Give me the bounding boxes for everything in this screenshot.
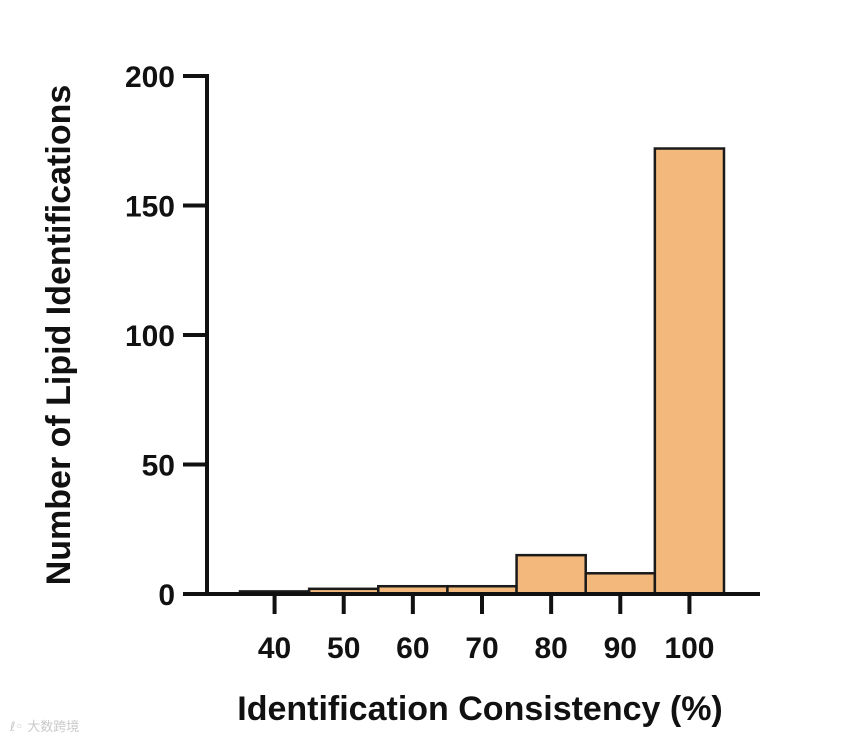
watermark: ℓ◦ 大数跨境 — [10, 716, 79, 735]
y-ticks-group: 0 50 100 150 200 — [125, 61, 207, 612]
bars-group — [238, 147, 726, 596]
x-tick-label: 60 — [396, 632, 429, 665]
bar-100 — [653, 147, 726, 596]
x-tick-label: 50 — [327, 632, 360, 665]
x-axis-title: Identification Consistency (%) — [237, 690, 723, 728]
bar-80 — [515, 553, 587, 596]
y-tick-label: 150 — [125, 191, 175, 224]
x-tick-label: 90 — [604, 632, 637, 665]
x-tick-label: 100 — [664, 632, 714, 665]
watermark-text: 大数跨境 — [27, 720, 80, 735]
x-ticks-group: 40 50 60 70 80 90 100 — [258, 594, 714, 665]
y-tick-label: 0 — [158, 579, 175, 612]
y-tick-label: 100 — [125, 320, 175, 353]
watermark-logo-icon: ℓ◦ — [10, 720, 24, 735]
bar-90 — [584, 572, 657, 596]
y-tick-label: 200 — [125, 61, 175, 94]
x-tick-label: 40 — [258, 632, 291, 665]
x-tick-label: 70 — [465, 632, 498, 665]
y-axis-title: Number of Lipid Identifications — [40, 85, 78, 586]
x-tick-label: 80 — [534, 632, 567, 665]
y-tick-label: 50 — [142, 450, 175, 483]
